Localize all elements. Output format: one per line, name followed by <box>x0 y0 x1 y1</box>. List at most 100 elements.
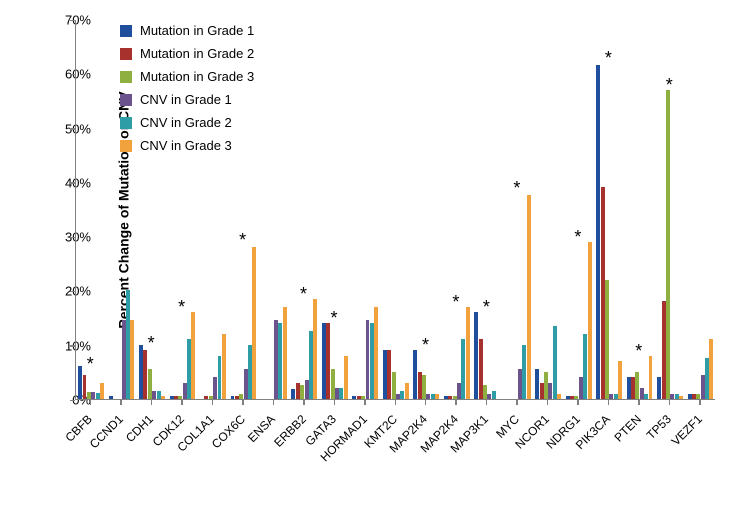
bar <box>601 187 605 399</box>
bar <box>139 345 143 399</box>
bar <box>570 396 574 399</box>
x-tick-mark <box>151 400 153 405</box>
bar <box>566 396 570 399</box>
legend-label: CNV in Grade 1 <box>140 89 232 111</box>
bar <box>357 396 361 399</box>
bar <box>670 394 674 399</box>
legend-swatch <box>120 48 132 60</box>
bar <box>679 396 683 399</box>
bar <box>518 369 522 399</box>
x-tick-mark <box>699 400 701 405</box>
star-marker: * <box>331 309 338 327</box>
bar <box>239 394 243 399</box>
bar <box>527 195 531 399</box>
bar <box>109 396 113 399</box>
chart-container: Percent Change of Mutation or CNV 0%10%2… <box>0 10 739 515</box>
bar <box>400 391 404 399</box>
bar <box>605 280 609 399</box>
bar <box>331 369 335 399</box>
bar <box>231 396 235 399</box>
star-marker: * <box>452 293 459 311</box>
x-tick-mark <box>425 400 427 405</box>
bar <box>174 396 178 399</box>
bar <box>170 396 174 399</box>
legend-swatch <box>120 94 132 106</box>
star-marker: * <box>239 231 246 249</box>
legend-label: Mutation in Grade 3 <box>140 66 254 88</box>
legend-item: CNV in Grade 2 <box>120 112 254 134</box>
x-tick-mark <box>395 400 397 405</box>
x-tick-mark <box>303 400 305 405</box>
bar <box>218 356 222 399</box>
x-tick-mark <box>638 400 640 405</box>
bar <box>309 331 313 399</box>
bar <box>649 356 653 399</box>
bar <box>644 394 648 399</box>
bar <box>474 312 478 399</box>
bar <box>374 307 378 399</box>
bar <box>130 320 134 399</box>
bar <box>461 339 465 399</box>
bar <box>352 396 356 399</box>
bar <box>291 389 295 399</box>
bar <box>553 326 557 399</box>
bar <box>100 383 104 399</box>
bar <box>535 369 539 399</box>
legend-item: Mutation in Grade 1 <box>120 20 254 42</box>
legend-swatch <box>120 117 132 129</box>
bar <box>522 345 526 399</box>
bar <box>78 366 82 399</box>
bar <box>444 396 448 399</box>
bar <box>413 350 417 399</box>
star-marker: * <box>422 336 429 354</box>
legend-item: Mutation in Grade 2 <box>120 43 254 65</box>
bar <box>252 247 256 399</box>
bar <box>688 394 692 399</box>
star-marker: * <box>513 179 520 197</box>
x-tick-mark <box>516 400 518 405</box>
x-tick-mark <box>608 400 610 405</box>
x-tick-mark <box>577 400 579 405</box>
star-marker: * <box>300 285 307 303</box>
bar <box>209 396 213 399</box>
bar <box>574 396 578 399</box>
bar <box>431 394 435 399</box>
bar <box>583 334 587 399</box>
x-tick-mark <box>212 400 214 405</box>
bar <box>278 323 282 399</box>
x-tick-mark <box>669 400 671 405</box>
star-marker: * <box>605 49 612 67</box>
bar <box>187 339 191 399</box>
bar <box>692 394 696 399</box>
x-tick-mark <box>242 400 244 405</box>
bar <box>396 394 400 399</box>
bar <box>705 358 709 399</box>
bar <box>487 394 491 399</box>
bar <box>662 301 666 399</box>
bar <box>87 392 91 399</box>
legend: Mutation in Grade 1Mutation in Grade 2Mu… <box>120 20 254 158</box>
bar <box>627 377 631 399</box>
bar <box>453 396 457 399</box>
x-tick-mark <box>334 400 336 405</box>
legend-label: CNV in Grade 2 <box>140 112 232 134</box>
legend-label: Mutation in Grade 2 <box>140 43 254 65</box>
bar <box>296 383 300 399</box>
bar <box>448 396 452 399</box>
bar <box>274 320 278 399</box>
bar <box>635 372 639 399</box>
bar <box>392 372 396 399</box>
bar <box>422 375 426 399</box>
bar <box>326 323 330 399</box>
star-marker: * <box>666 76 673 94</box>
star-marker: * <box>87 355 94 373</box>
x-tick-mark <box>90 400 92 405</box>
bar <box>322 323 326 399</box>
legend-item: Mutation in Grade 3 <box>120 66 254 88</box>
bar <box>213 377 217 399</box>
bar <box>335 388 339 399</box>
bar <box>204 396 208 399</box>
bar <box>492 391 496 399</box>
bar <box>640 388 644 399</box>
x-tick-mark <box>547 400 549 405</box>
